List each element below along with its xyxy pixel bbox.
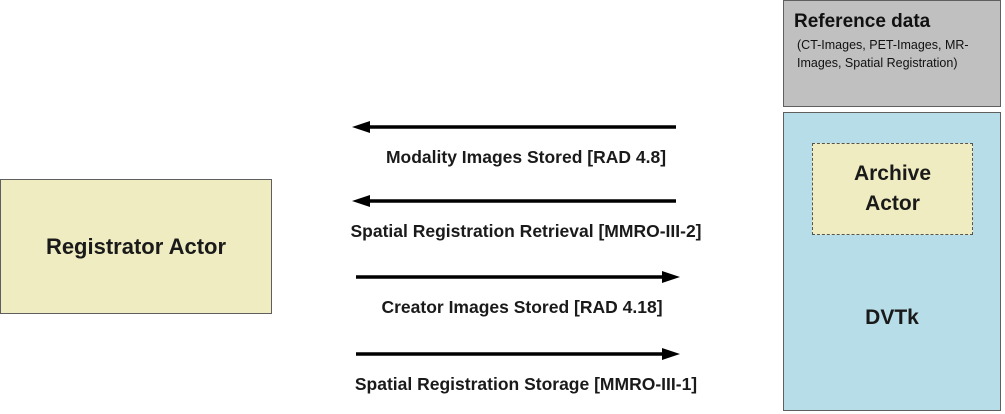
- message-creator-images-stored: Creator Images Stored [RAD 4.18]: [381, 297, 663, 317]
- arrow-creator-images-stored: [356, 271, 680, 283]
- archive-actor-label-line2: Actor: [865, 192, 920, 215]
- reference-data-title: Reference data: [794, 11, 931, 32]
- dvtk-box: Archive Actor DVTk: [783, 112, 1001, 411]
- arrow-spatial-registration-storage: [356, 348, 680, 360]
- arrow-spatial-registration-retrieval: [352, 195, 676, 207]
- message-spatial-registration-retrieval: Spatial Registration Retrieval [MMRO-III…: [350, 221, 702, 241]
- registrator-actor-box: Registrator Actor: [0, 179, 272, 314]
- message-modality-images-stored: Modality Images Stored [RAD 4.8]: [385, 147, 667, 167]
- message-spatial-registration-storage: Spatial Registration Storage [MMRO-III-1…: [354, 374, 698, 394]
- registrator-actor-label: Registrator Actor: [45, 233, 227, 259]
- arrow-modality-images-stored: [352, 121, 676, 133]
- reference-data-subtitle: (CT-Images, PET-Images, MR-Images, Spati…: [797, 38, 969, 70]
- archive-actor-box: Archive Actor: [812, 143, 973, 235]
- archive-actor-label-line1: Archive: [853, 162, 932, 185]
- reference-data-box: Reference data (CT-Images, PET-Images, M…: [783, 0, 1001, 107]
- dvtk-label: DVTk: [865, 306, 919, 329]
